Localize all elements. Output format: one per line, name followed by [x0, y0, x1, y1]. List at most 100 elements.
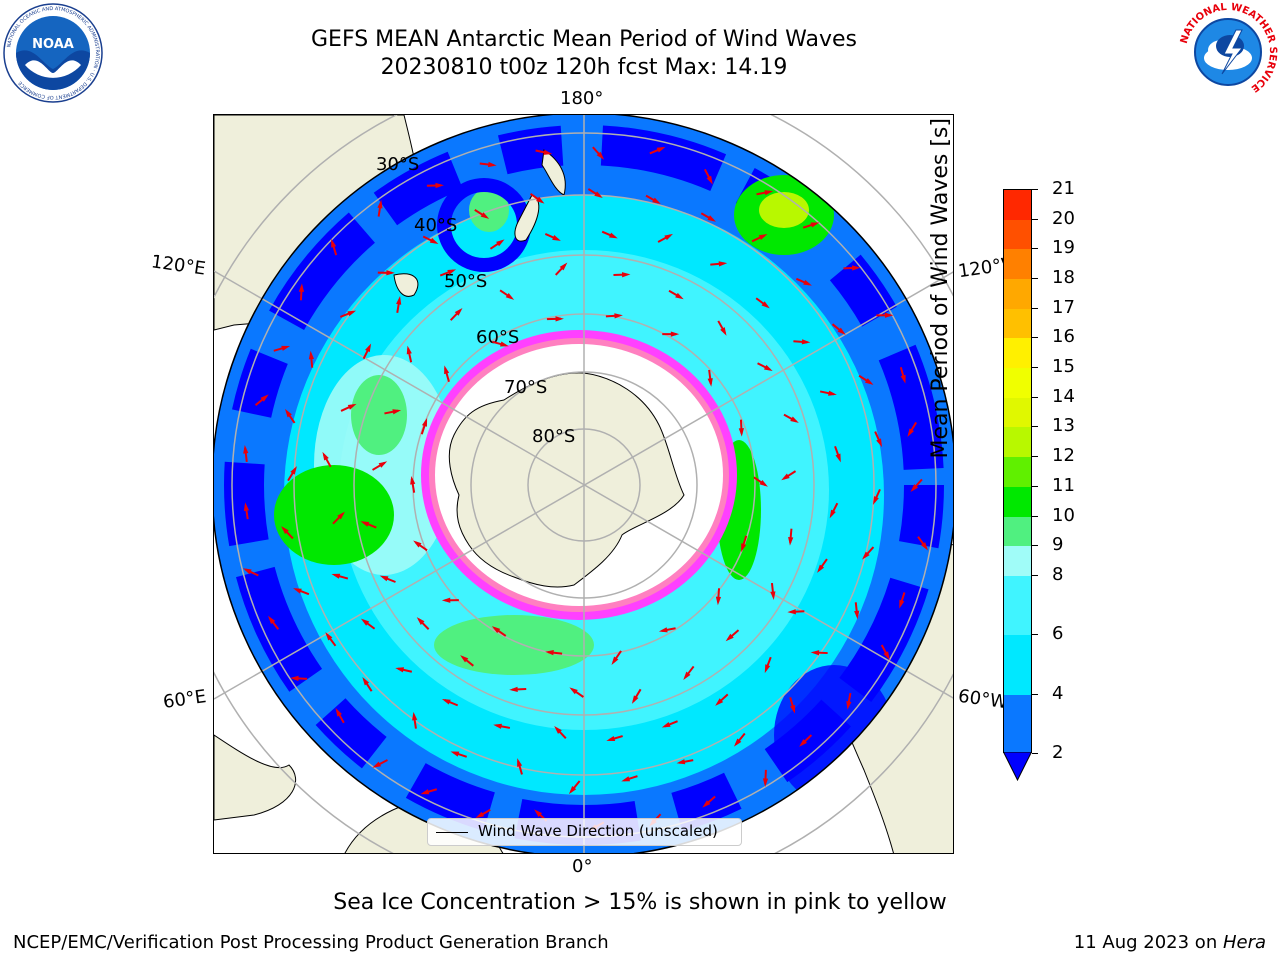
colorbar-tick-mark — [1032, 367, 1038, 369]
chart-title: GEFS MEAN Antarctic Mean Period of Wind … — [311, 27, 857, 52]
wind-arrow-head — [322, 451, 329, 461]
wind-arrow-head — [920, 542, 928, 551]
wind-arrow-head — [715, 698, 724, 706]
wind-arrow-head — [788, 537, 794, 546]
wind-arrow-head — [790, 704, 796, 714]
wind-arrow-head — [661, 721, 671, 728]
wind-arrow-head — [447, 269, 457, 275]
wind-arrow-head — [910, 484, 919, 493]
wind-arrow-head — [395, 667, 405, 673]
colorbar-tick-label: 8 — [1052, 563, 1064, 585]
wind-arrow-head — [683, 671, 691, 680]
ocean-field-yellowgreen-ne — [759, 192, 809, 228]
colorbar-segment — [1004, 427, 1031, 458]
wind-arrow-head — [675, 292, 684, 300]
wind-arrow-head — [764, 190, 774, 196]
colorbar-tick-mark — [1032, 218, 1038, 220]
wind-arrow-head — [715, 596, 722, 606]
colorbar-segment — [1004, 368, 1031, 398]
wind-arrow-head — [569, 687, 578, 695]
colorbar-tick-mark — [1032, 545, 1038, 547]
land-antarctica — [448, 372, 685, 588]
wind-arrow-head — [493, 723, 502, 729]
wind-arrow-head — [429, 237, 439, 244]
wind-arrow-head — [450, 751, 460, 757]
noaa-logo-text: NOAA — [32, 37, 74, 52]
land-africa — [214, 734, 297, 821]
colorbar-tick-mark — [1032, 426, 1038, 428]
wind-arrow-head — [517, 758, 523, 767]
wind-arrow-head — [761, 301, 770, 309]
colorbar-tick-mark — [1032, 278, 1038, 280]
wind-arrow-head — [790, 416, 799, 423]
wind-arrow-head — [718, 261, 728, 267]
wind-arrow-head — [609, 232, 618, 239]
map-legend: Wind Wave Direction (unscaled) — [427, 818, 742, 846]
wind-arrow-head — [281, 526, 289, 535]
colorbar-segment — [1004, 546, 1031, 576]
colorbar-tick-label: 13 — [1052, 415, 1075, 437]
colorbar — [1003, 189, 1032, 754]
wind-arrow-head — [810, 222, 820, 228]
colorbar-tick-label: 12 — [1052, 445, 1075, 467]
lon-label-0: 0° — [572, 856, 593, 877]
colorbar-segment — [1004, 486, 1031, 517]
wind-arrow-head — [509, 686, 518, 693]
wind-arrow-head — [360, 618, 370, 626]
wind-arrow-head — [347, 310, 357, 317]
wind-arrow-head — [365, 343, 372, 353]
legend-line-swatch — [436, 832, 468, 833]
wind-arrow-head — [846, 701, 852, 710]
colorbar-tick-label: 20 — [1052, 207, 1075, 229]
wind-arrow-head — [420, 789, 430, 795]
wind-arrow-head — [243, 502, 250, 512]
wind-arrow-head — [876, 438, 882, 448]
colorbar-tick-label: 21 — [1052, 178, 1075, 199]
wind-arrow-head — [762, 778, 769, 787]
legend-label: Wind Wave Direction (unscaled) — [478, 822, 718, 840]
lat-label-60: 60°S — [476, 327, 519, 348]
wind-arrow-head — [480, 212, 490, 219]
wind-arrow-head — [545, 650, 554, 656]
wind-arrow-head — [864, 378, 874, 385]
wind-arrow-head — [621, 776, 631, 782]
wind-arrow-head — [416, 617, 425, 625]
lon-label-180: 180° — [560, 88, 604, 109]
wind-arrow-head — [412, 711, 418, 721]
polar-map: 30°S 40°S 50°S 60°S 70°S 80°S — [214, 115, 953, 853]
wind-arrow-head — [707, 215, 716, 222]
colorbar-segment — [1004, 516, 1031, 547]
wind-arrow-head — [267, 615, 276, 624]
colorbar-tick-label: 11 — [1052, 474, 1075, 496]
wind-arrow-head — [854, 610, 860, 620]
lat-label-70: 70°S — [504, 377, 547, 398]
wind-arrow-head — [872, 496, 879, 505]
wind-arrow-head — [799, 739, 808, 747]
wind-arrow-head — [536, 196, 545, 204]
colorbar-tick-label: 15 — [1052, 356, 1075, 378]
colorbar-segment — [1004, 635, 1031, 695]
colorbar-tick-label: 10 — [1052, 504, 1075, 526]
wind-arrow-head — [298, 283, 305, 292]
wind-arrow-head — [787, 609, 796, 615]
longitude-grid — [214, 115, 953, 853]
wind-arrow-head — [810, 650, 820, 656]
wind-arrow-head — [441, 597, 451, 603]
wind-arrow-head — [284, 408, 292, 418]
wind-arrow-head — [331, 238, 337, 248]
wind-arrow-head — [260, 394, 269, 402]
colorbar-tick-mark — [1032, 515, 1038, 517]
lon-label-60w: 60°W — [956, 685, 1009, 714]
wind-arrow-head — [396, 296, 402, 305]
colorbar-tick-label: 16 — [1052, 326, 1075, 348]
footer-host: Hera — [1222, 932, 1266, 953]
wind-arrow-head — [505, 292, 515, 300]
wind-arrow-head — [534, 809, 543, 817]
colorbar-tick-label: 9 — [1052, 534, 1064, 556]
colorbar-segment — [1004, 249, 1031, 280]
wind-arrow-head — [347, 403, 357, 410]
wind-arrows — [242, 146, 928, 831]
wind-arrow-head — [413, 540, 422, 548]
wind-arrow-head — [883, 651, 890, 660]
wind-arrow-head — [500, 341, 509, 347]
